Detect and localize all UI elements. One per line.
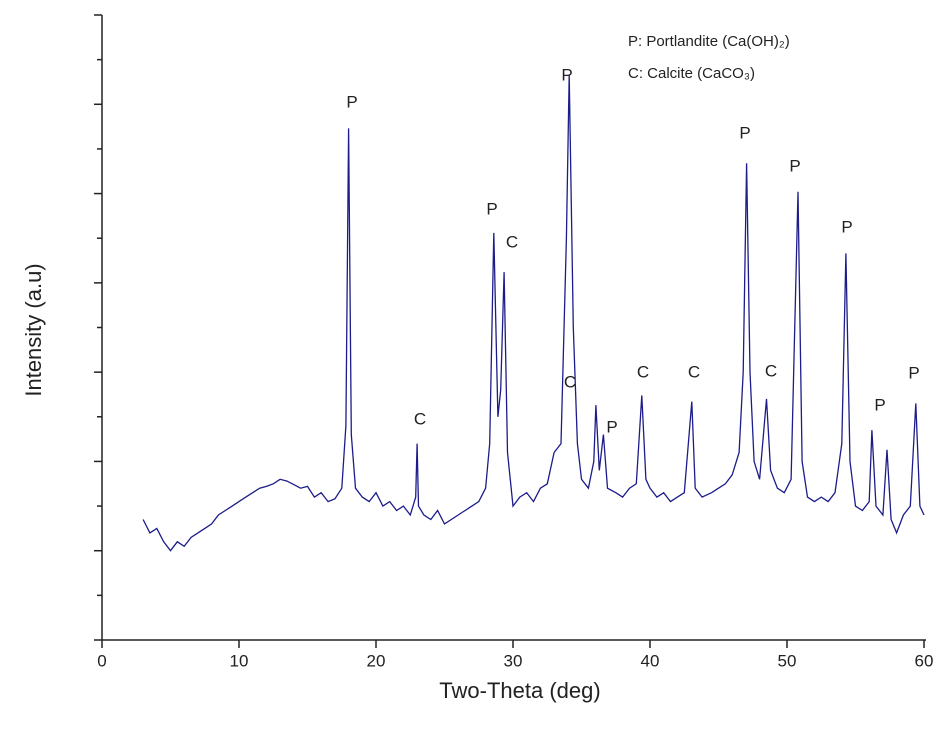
peak-label: C [765,361,777,380]
x-tick-label: 50 [778,651,797,670]
peak-label: P [561,65,572,84]
peak-label: C [414,409,426,428]
peak-label: C [688,362,700,381]
x-tick-label: 20 [367,651,386,670]
peak-label: P [874,395,885,414]
peak-label: P [908,363,919,382]
peak-label: P [739,123,750,142]
peak-label: P [486,199,497,218]
peak-label: C [637,362,649,381]
y-axis-label: Intensity (a.u) [21,263,46,396]
x-tick-label: 10 [230,651,249,670]
x-axis-label: Two-Theta (deg) [439,678,600,703]
peak-label: C [564,372,576,391]
legend-text: C: Calcite (CaCO₃) [628,65,755,82]
peak-label: P [606,417,617,436]
legend-text: P: Portlandite (Ca(OH)₂) [628,33,790,50]
peak-label: C [506,232,518,251]
peak-label: P [789,156,800,175]
x-tick-label: 30 [504,651,523,670]
peak-label: P [841,217,852,236]
xrd-line [142,74,925,552]
x-tick-label: 40 [641,651,660,670]
peak-label: P [346,92,357,111]
x-tick-label: 0 [97,651,106,670]
x-tick-label: 60 [915,651,934,670]
